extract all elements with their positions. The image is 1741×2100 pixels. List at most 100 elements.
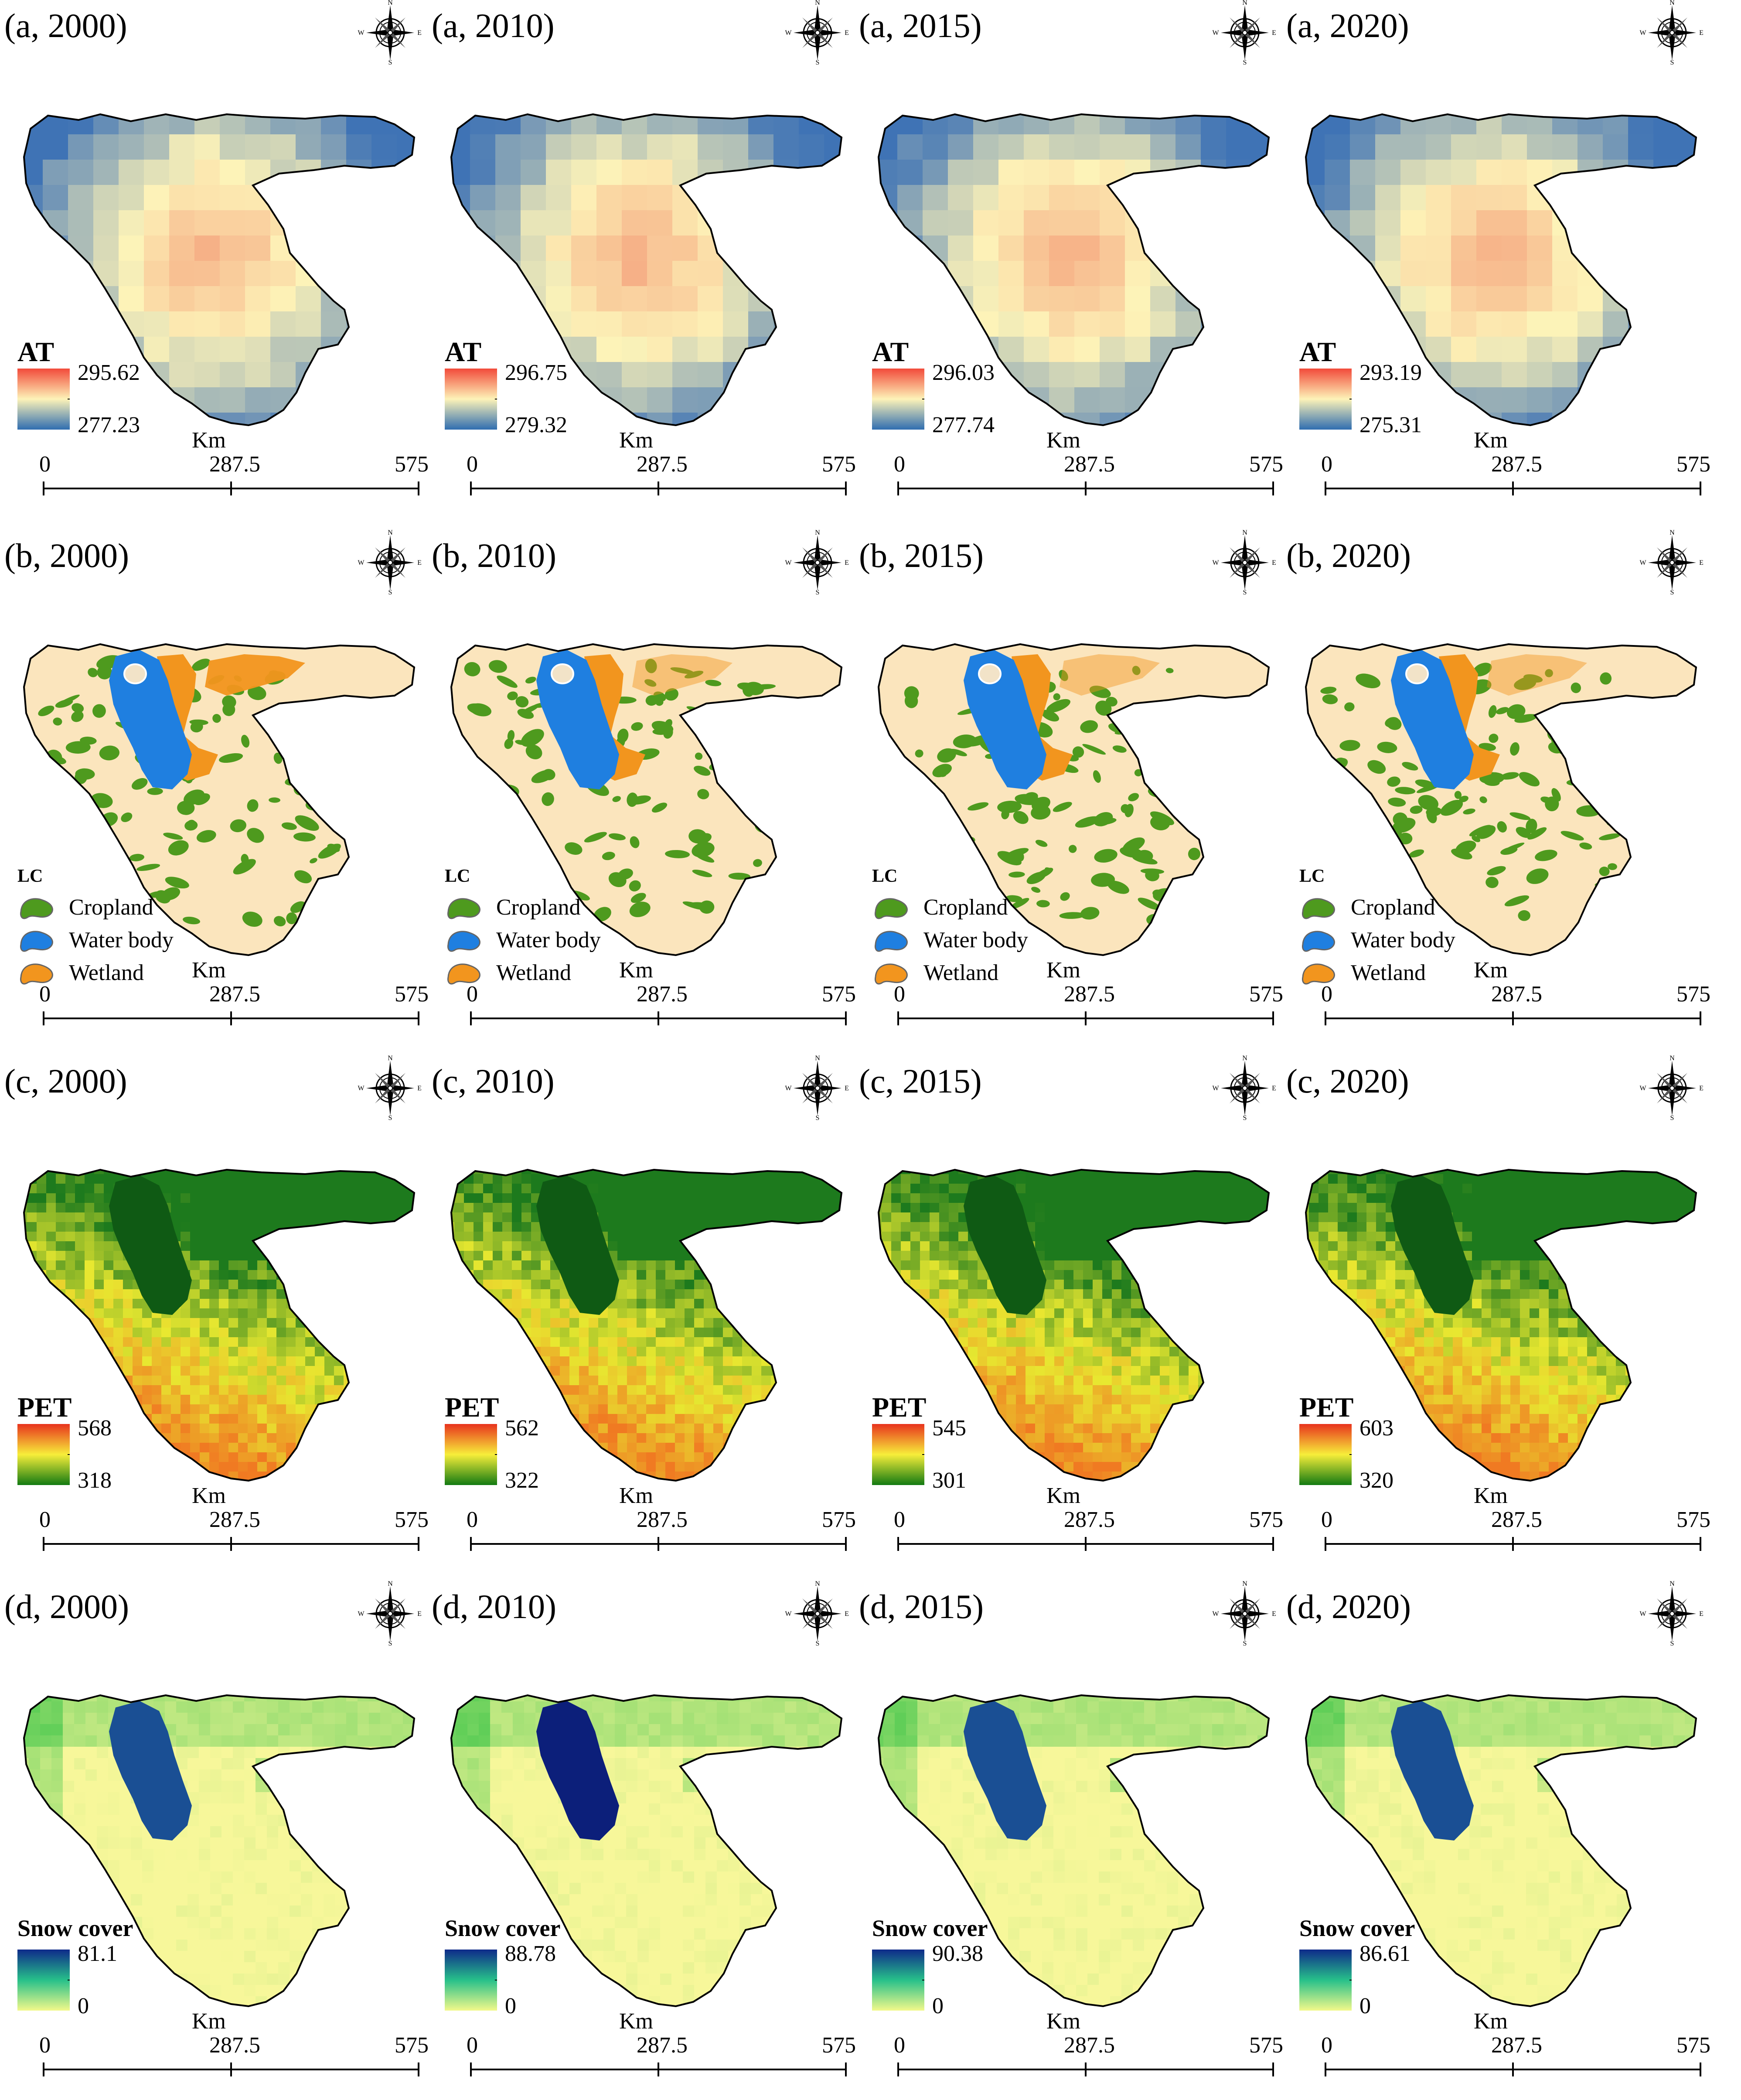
pet-raster-cell bbox=[685, 1203, 695, 1213]
pet-raster-cell bbox=[733, 1308, 743, 1318]
pet-raster-cell bbox=[1179, 1251, 1189, 1261]
pet-raster-cell bbox=[200, 1222, 210, 1232]
pet-raster-cell bbox=[401, 1164, 411, 1175]
at-raster-cell bbox=[1400, 185, 1426, 211]
at-raster-cell bbox=[773, 134, 799, 160]
pet-raster-cell bbox=[1227, 1260, 1237, 1270]
pet-raster-cell bbox=[228, 1251, 238, 1261]
at-raster-cell bbox=[672, 261, 698, 287]
pet-raster-cell bbox=[65, 1356, 75, 1366]
pet-raster-cell bbox=[521, 1299, 531, 1309]
at-raster-cell bbox=[1476, 109, 1502, 135]
pet-raster-cell bbox=[646, 1433, 656, 1443]
pet-raster-cell bbox=[296, 1184, 306, 1194]
at-raster-cell bbox=[1299, 261, 1325, 287]
at-raster-cell bbox=[872, 210, 898, 236]
pet-raster-cell bbox=[392, 1318, 402, 1328]
pet-raster-cell bbox=[276, 1356, 286, 1366]
pet-raster-cell bbox=[550, 1347, 560, 1357]
pet-raster-cell bbox=[713, 1193, 723, 1203]
pet-raster-cell bbox=[819, 1280, 829, 1290]
pet-raster-cell bbox=[133, 1366, 143, 1376]
pet-raster-cell bbox=[627, 1222, 637, 1232]
at-raster-cell bbox=[1299, 311, 1325, 337]
pet-raster-cell bbox=[939, 1241, 949, 1251]
pet-raster-cell bbox=[685, 1270, 695, 1280]
pet-raster-cell bbox=[550, 1433, 560, 1443]
pet-raster-cell bbox=[248, 1164, 258, 1175]
pet-raster-cell bbox=[94, 1299, 104, 1309]
pet-raster-cell bbox=[1083, 1232, 1093, 1242]
pet-raster-cell bbox=[344, 1299, 354, 1309]
lake-island bbox=[1406, 664, 1428, 683]
pet-raster-cell bbox=[512, 1356, 522, 1366]
pet-raster-cell bbox=[939, 1232, 949, 1242]
pet-raster-cell bbox=[363, 1443, 373, 1453]
pet-raster-cell bbox=[800, 1472, 810, 1482]
compass-s-label: S bbox=[388, 59, 392, 65]
pet-raster-cell bbox=[445, 1366, 455, 1376]
pet-raster-cell bbox=[685, 1174, 695, 1184]
pet-raster-cell bbox=[161, 1328, 171, 1338]
cropland-patch bbox=[61, 788, 84, 800]
pet-raster-cell bbox=[656, 1270, 666, 1280]
pet-raster-cell bbox=[637, 1385, 647, 1395]
pet-raster-cell bbox=[637, 1424, 647, 1434]
pet-raster-cell bbox=[401, 1337, 411, 1347]
pet-raster-cell bbox=[392, 1289, 402, 1299]
pet-raster-cell bbox=[550, 1462, 560, 1472]
pet-raster-cell bbox=[694, 1308, 704, 1318]
pet-raster-cell bbox=[761, 1318, 771, 1328]
cropland-patch bbox=[1164, 778, 1183, 794]
at-raster-cell bbox=[923, 286, 948, 312]
pet-raster-cell bbox=[315, 1212, 325, 1222]
pet-raster-cell bbox=[809, 1193, 819, 1203]
at-raster-cell bbox=[596, 311, 622, 337]
pet-raster-cell bbox=[401, 1472, 411, 1482]
at-raster-cell bbox=[1049, 210, 1075, 236]
pet-raster-cell bbox=[344, 1424, 354, 1434]
pet-raster-cell bbox=[267, 1356, 277, 1366]
pet-raster-cell bbox=[685, 1385, 695, 1395]
at-raster-cell bbox=[748, 387, 774, 413]
legend-title: AT bbox=[17, 336, 54, 368]
at-raster-cell bbox=[1502, 261, 1527, 287]
pet-raster-cell bbox=[1189, 1251, 1199, 1261]
pet-raster-cell bbox=[752, 1308, 762, 1318]
pet-raster-cell bbox=[1256, 1222, 1266, 1232]
pet-raster-cell bbox=[646, 1318, 656, 1328]
pet-raster-cell bbox=[190, 1433, 200, 1443]
pet-raster-cell bbox=[512, 1241, 522, 1251]
pet-raster-cell bbox=[800, 1270, 810, 1280]
pet-raster-cell bbox=[694, 1414, 704, 1424]
at-raster-cell bbox=[220, 185, 245, 211]
pet-raster-cell bbox=[589, 1395, 599, 1405]
pet-raster-cell bbox=[978, 1164, 988, 1175]
pet-raster-cell bbox=[675, 1366, 685, 1376]
at-raster-cell bbox=[773, 185, 799, 211]
pet-raster-cell bbox=[828, 1289, 838, 1299]
pet-raster-cell bbox=[401, 1376, 411, 1386]
pet-raster-cell bbox=[809, 1328, 819, 1338]
cropland-patch bbox=[699, 728, 724, 745]
pet-raster-cell bbox=[257, 1289, 267, 1299]
pet-raster-cell bbox=[181, 1356, 191, 1366]
pet-raster-cell bbox=[742, 1347, 752, 1357]
pet-raster-cell bbox=[608, 1232, 618, 1242]
pet-raster-cell bbox=[267, 1184, 277, 1194]
pet-raster-cell bbox=[733, 1376, 743, 1386]
pet-raster-cell bbox=[675, 1164, 685, 1175]
pet-raster-cell bbox=[723, 1251, 733, 1261]
pet-raster-cell bbox=[334, 1424, 344, 1434]
at-raster-cell bbox=[1476, 134, 1502, 160]
at-raster-cell bbox=[773, 362, 799, 388]
at-raster-cell bbox=[270, 236, 296, 261]
pet-raster-cell bbox=[771, 1347, 781, 1357]
pet-raster-cell bbox=[531, 1443, 541, 1453]
pet-raster-cell bbox=[713, 1184, 723, 1194]
at-raster-cell bbox=[897, 160, 923, 185]
pet-raster-cell bbox=[713, 1241, 723, 1251]
cropland-patch bbox=[44, 795, 58, 810]
pet-raster-cell bbox=[152, 1443, 162, 1453]
pet-raster-cell bbox=[363, 1433, 373, 1443]
